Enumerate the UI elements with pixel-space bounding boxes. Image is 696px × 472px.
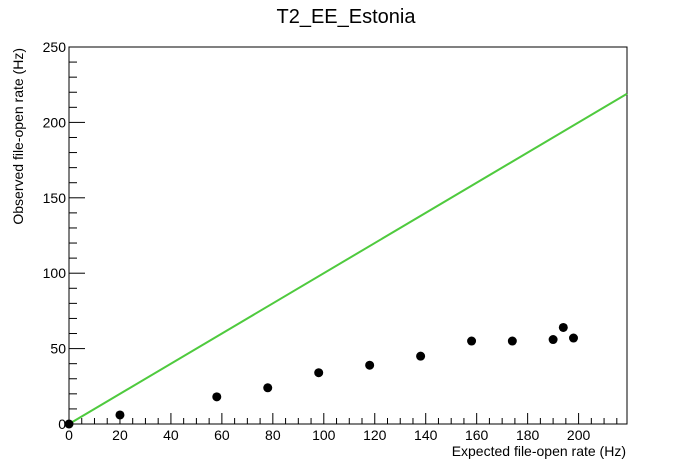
data-point bbox=[507, 336, 517, 346]
data-point bbox=[212, 392, 222, 402]
y-tick-label: 200 bbox=[43, 114, 67, 130]
y-axis-ticks bbox=[69, 46, 85, 425]
chart-title: T2_EE_Estonia bbox=[277, 6, 417, 28]
data-point bbox=[568, 333, 578, 343]
y-axis-tick-labels: 0 50 100 150 200 250 bbox=[43, 39, 67, 432]
data-point bbox=[263, 383, 273, 393]
x-tick-label: 0 bbox=[65, 427, 73, 443]
x-axis-tick-labels: 0 20 40 60 80 100 120 140 160 180 200 bbox=[65, 427, 590, 443]
data-point bbox=[548, 335, 558, 345]
data-point bbox=[365, 360, 375, 370]
x-tick-label: 120 bbox=[363, 427, 387, 443]
y-axis-title: Observed file-open rate (Hz) bbox=[10, 48, 26, 225]
data-point bbox=[115, 410, 125, 420]
data-point bbox=[314, 368, 324, 378]
x-tick-label: 20 bbox=[112, 427, 128, 443]
x-tick-label: 200 bbox=[567, 427, 591, 443]
plot-frame bbox=[68, 46, 628, 425]
y-tick-label: 100 bbox=[43, 265, 67, 281]
data-points bbox=[64, 322, 578, 429]
y-tick-label: 150 bbox=[43, 190, 67, 206]
data-point bbox=[558, 322, 568, 332]
x-axis-title: Expected file-open rate (Hz) bbox=[452, 443, 626, 459]
x-axis-ticks bbox=[68, 413, 618, 424]
x-tick-label: 80 bbox=[265, 427, 281, 443]
data-point bbox=[467, 336, 477, 346]
reference-line bbox=[68, 92, 628, 425]
reference-line-group bbox=[68, 92, 628, 425]
x-tick-label: 140 bbox=[414, 427, 438, 443]
y-tick-label: 250 bbox=[43, 39, 67, 55]
data-point bbox=[64, 419, 74, 429]
x-tick-label: 60 bbox=[214, 427, 230, 443]
x-tick-label: 160 bbox=[465, 427, 489, 443]
x-tick-label: 100 bbox=[312, 427, 336, 443]
x-tick-label: 180 bbox=[516, 427, 540, 443]
y-tick-label: 0 bbox=[58, 416, 66, 432]
y-tick-label: 50 bbox=[50, 341, 66, 357]
x-tick-label: 40 bbox=[163, 427, 179, 443]
data-point bbox=[416, 351, 426, 361]
